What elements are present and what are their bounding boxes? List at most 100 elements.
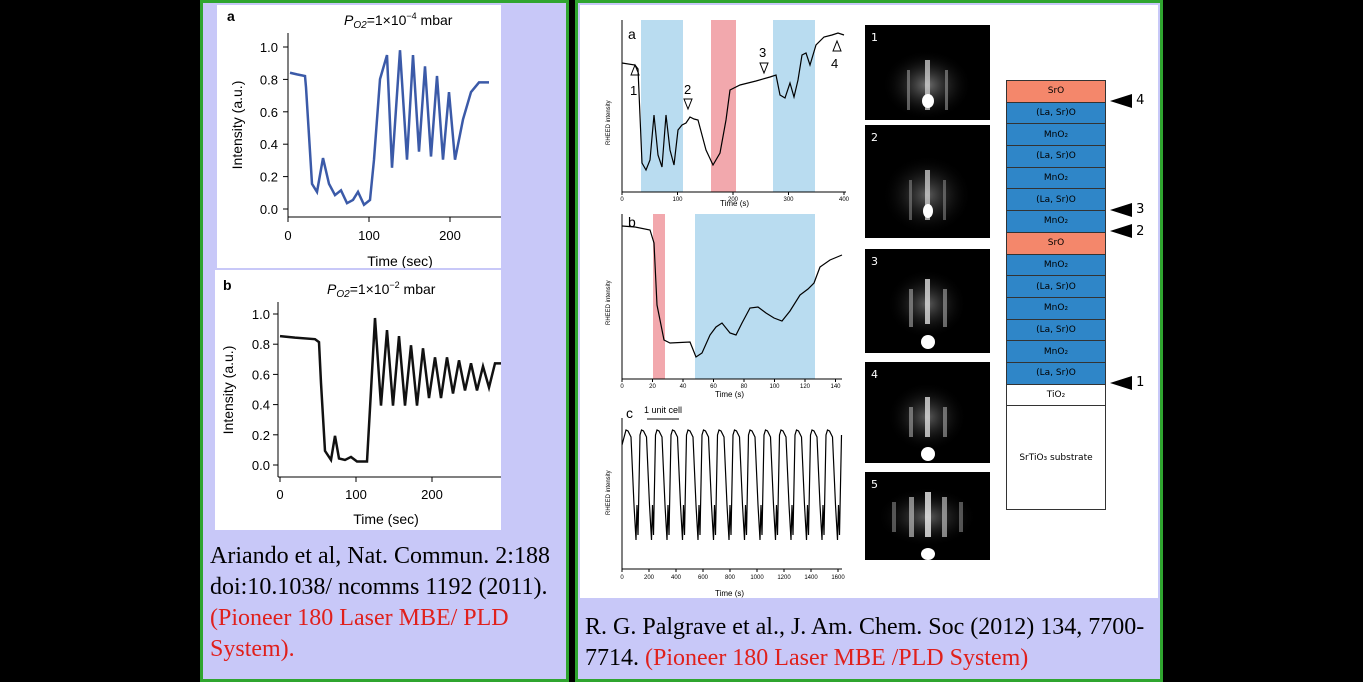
figure-b-xtick: 200 — [421, 487, 443, 502]
figure-b-ytick: 0.8 — [252, 337, 270, 352]
layer-7: SrO — [1006, 231, 1106, 254]
plot-a-marker-1: 1 — [630, 83, 637, 98]
plot-a-ylabel: RHEED intensity — [606, 100, 612, 145]
layer-12: MnO₂ — [1006, 340, 1106, 362]
figure-a-xtick: 100 — [358, 228, 380, 243]
plot-c-annotation: 1 unit cell — [644, 405, 682, 415]
plot-c-xtick: 1600 — [831, 575, 845, 581]
left-caption-system: (Pioneer 180 Laser MBE/ PLD System). — [210, 605, 509, 662]
figure-b-ytick: 0.6 — [252, 367, 270, 382]
plot-c-xtick: 600 — [698, 575, 709, 581]
layer-marker-4: 4 — [1110, 93, 1144, 108]
figure-a-ytick: 0.0 — [260, 202, 278, 217]
plot-c-xtick: 1000 — [750, 575, 764, 581]
plot-c-xtick: 800 — [725, 575, 736, 581]
plot-a-xtick: 100 — [672, 197, 683, 203]
plot-c-xtick: 400 — [671, 575, 682, 581]
figure-a-xlabel: Time (sec) — [367, 253, 433, 268]
plot-a-xtick: 200 — [728, 197, 739, 203]
substrate-layer: SrTiO₃ substrate — [1006, 405, 1106, 511]
left-caption-citation: Ariando et al, Nat. Commun. 2:188 doi:10… — [210, 543, 550, 600]
plot-a-xlabel: Time (s) — [720, 199, 749, 208]
plot-c-xtick: 1200 — [777, 575, 791, 581]
figure-a-xtick: 0 — [284, 228, 291, 243]
plot-b-xtick: 0 — [620, 384, 624, 390]
left-caption: Ariando et al, Nat. Commun. 2:188 doi:10… — [210, 541, 560, 665]
rheed-image-2: 2 — [865, 125, 990, 238]
layer-6: MnO₂ — [1006, 210, 1106, 232]
plot-c-xtick: 200 — [644, 575, 655, 581]
figure-a-plot: a PO2=1×10−4 mbar 1.0 0.8 0.6 0.4 0.2 0.0 0 10… — [227, 8, 501, 269]
plot-b: b RHEED intensity Time (s) 0 20 40 60 80 100 1… — [606, 214, 843, 399]
figure-a-xtick: 200 — [439, 228, 461, 243]
plot-a-marker-4: 4 — [831, 56, 838, 71]
plot-b-xtick: 60 — [710, 384, 717, 390]
layer-5: (La, Sr)O — [1006, 188, 1106, 211]
layer-13: (La, Sr)O — [1006, 361, 1106, 384]
plot-a-marker-3: 3 — [759, 45, 766, 60]
figure-b-xtick: 100 — [345, 487, 367, 502]
figure-b-xlabel: Time (sec) — [353, 511, 419, 527]
layer-8: MnO₂ — [1006, 253, 1106, 276]
figure-a-ytick: 0.6 — [260, 105, 278, 120]
plot-a-xtick: 300 — [783, 197, 794, 203]
figure-a-curve — [289, 50, 489, 207]
plot-c: c 1 unit cell RHEED intensity Time (s) 0… — [606, 405, 845, 598]
plot-b-ylabel: RHEED intensity — [606, 280, 612, 325]
plot-b-xtick: 20 — [649, 384, 656, 390]
plot-a-xtick: 400 — [839, 197, 850, 203]
plot-a-label: a — [628, 26, 636, 42]
layer-1: (La, Sr)O — [1006, 101, 1106, 124]
figure-b-ytick: 0.0 — [252, 458, 270, 473]
plot-c-xtick: 0 — [620, 575, 624, 581]
figure-b-plot: b PO2=1×10−2 mbar 1.0 0.8 0.6 0.4 0.2 0.0 0 10… — [220, 277, 501, 527]
plot-b-xtick: 140 — [830, 384, 841, 390]
right-caption: R. G. Palgrave et al., J. Am. Chem. Soc … — [585, 612, 1150, 674]
plot-a-xtick: 0 — [620, 197, 624, 203]
layer-stack-diagram: SrO (La, Sr)O MnO₂ (La, Sr)O MnO₂ (La, Sr)O Mn… — [1006, 80, 1106, 511]
figure-a-ytick: 0.8 — [260, 72, 278, 87]
figure-a-ytick: 0.2 — [260, 170, 278, 185]
right-caption-system: (Pioneer 180 Laser MBE /PLD System) — [645, 645, 1029, 671]
figure-b-label: b — [223, 277, 232, 293]
figure-a-title: PO2=1×10−4 mbar — [344, 11, 453, 31]
plot-c-xtick: 1400 — [804, 575, 818, 581]
layer-2: MnO₂ — [1006, 123, 1106, 146]
rheed-image-3: 3 — [865, 249, 990, 353]
figure-a-left: a PO2=1×10−4 mbar 1.0 0.8 0.6 0.4 0.2 0.0 0 10… — [217, 5, 501, 269]
rheed-image-5: 5 — [865, 472, 990, 560]
figure-b-curve — [279, 317, 501, 464]
plot-c-ylabel: RHEED intensity — [606, 470, 612, 515]
figure-a-label: a — [227, 8, 235, 24]
layer-3: (La, Sr)O — [1006, 145, 1106, 167]
plot-a-marker-2: 2 — [684, 82, 691, 97]
layer-0: SrO — [1006, 80, 1106, 102]
figure-a-ytick: 1.0 — [260, 40, 278, 55]
layer-marker-3: 3 — [1110, 202, 1144, 217]
layer-9: (La, Sr)O — [1006, 275, 1106, 297]
figure-b-left: b PO2=1×10−2 mbar 1.0 0.8 0.6 0.4 0.2 0.0 0 10… — [215, 270, 501, 530]
layer-4: MnO₂ — [1006, 166, 1106, 189]
rheed-image-4: 4 — [865, 362, 990, 463]
figure-b-xtick: 0 — [276, 487, 283, 502]
layer-marker-2: 2 — [1110, 224, 1144, 239]
right-caption-citation: R. G. Palgrave et al., J. Am. Chem. Soc … — [585, 614, 1145, 671]
layer-marker-1: 1 — [1110, 375, 1144, 390]
plot-c-xlabel: Time (s) — [715, 589, 744, 598]
figure-b-title: PO2=1×10−2 mbar — [327, 280, 436, 300]
plot-b-xtick: 80 — [741, 384, 748, 390]
right-plots: a RHEED intensity Time (s) 0 100 200 300 400… — [606, 20, 850, 598]
rheed-image-1: 1 — [865, 25, 990, 120]
figure-b-ylabel: Intensity (a.u.) — [220, 346, 236, 435]
figure-b-ytick: 0.2 — [252, 428, 270, 443]
plot-b-xtick: 100 — [769, 384, 780, 390]
figure-a-ylabel: Intensity (a.u.) — [229, 81, 245, 170]
plot-a: a RHEED intensity Time (s) 0 100 200 300 400… — [606, 20, 850, 208]
plot-b-xlabel: Time (s) — [715, 390, 744, 399]
figure-b-ytick: 1.0 — [252, 307, 270, 322]
plot-b-label: b — [628, 214, 636, 230]
layer-11: (La, Sr)O — [1006, 318, 1106, 341]
layer-14: TiO₂ — [1006, 383, 1106, 406]
figure-b-ytick: 0.4 — [252, 398, 270, 413]
plot-c-label: c — [626, 405, 633, 421]
